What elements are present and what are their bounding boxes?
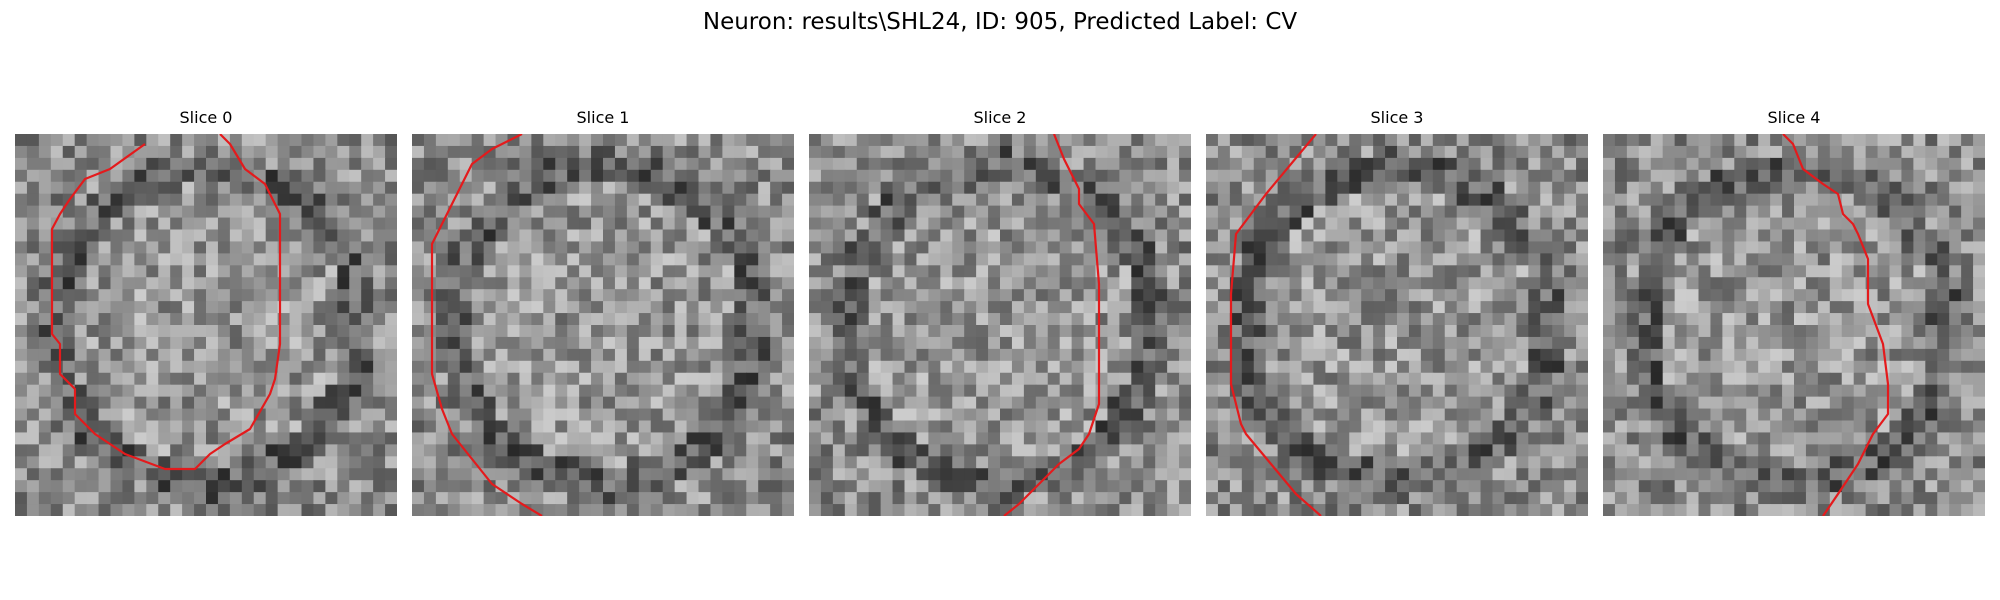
segmentation-contour-1: [430, 134, 543, 516]
segmentation-contour-4: [1782, 134, 1890, 516]
slice-title-4: Slice 4: [1767, 108, 1821, 127]
segmentation-contour-0: [50, 134, 282, 471]
slice-image-4: [1603, 134, 1985, 516]
segmentation-contour-3: [1229, 134, 1322, 516]
slice-image-1: [412, 134, 794, 516]
slice-title-3: Slice 3: [1370, 108, 1424, 127]
slice-image-0: [15, 134, 397, 516]
figure-title: Neuron: results\SHL24, ID: 905, Predicte…: [702, 9, 1298, 35]
slice-image-3: [1206, 134, 1588, 516]
slice-title-2: Slice 2: [973, 108, 1027, 127]
segmentation-contour-2: [1003, 134, 1101, 516]
slice-image-2: [809, 134, 1191, 516]
slice-title-1: Slice 1: [576, 108, 630, 127]
slice-title-0: Slice 0: [179, 108, 233, 127]
